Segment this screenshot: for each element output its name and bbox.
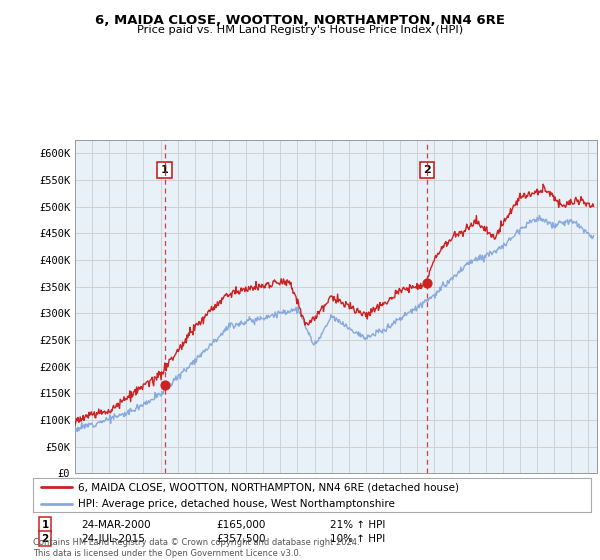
Text: HPI: Average price, detached house, West Northamptonshire: HPI: Average price, detached house, West… bbox=[77, 499, 395, 508]
Text: 6, MAIDA CLOSE, WOOTTON, NORTHAMPTON, NN4 6RE: 6, MAIDA CLOSE, WOOTTON, NORTHAMPTON, NN… bbox=[95, 14, 505, 27]
Text: 2: 2 bbox=[41, 534, 49, 544]
Text: 24-MAR-2000: 24-MAR-2000 bbox=[81, 520, 151, 530]
Text: 10% ↑ HPI: 10% ↑ HPI bbox=[330, 534, 385, 544]
Point bbox=[422, 278, 432, 287]
Text: £357,500: £357,500 bbox=[216, 534, 265, 544]
Text: £165,000: £165,000 bbox=[216, 520, 265, 530]
Text: 2: 2 bbox=[423, 165, 431, 175]
Text: 1: 1 bbox=[161, 165, 169, 175]
Point bbox=[160, 381, 169, 390]
Text: 21% ↑ HPI: 21% ↑ HPI bbox=[330, 520, 385, 530]
Text: Contains HM Land Registry data © Crown copyright and database right 2024.
This d: Contains HM Land Registry data © Crown c… bbox=[33, 538, 359, 558]
Text: 1: 1 bbox=[41, 520, 49, 530]
Text: 6, MAIDA CLOSE, WOOTTON, NORTHAMPTON, NN4 6RE (detached house): 6, MAIDA CLOSE, WOOTTON, NORTHAMPTON, NN… bbox=[77, 482, 458, 492]
Text: 24-JUL-2015: 24-JUL-2015 bbox=[81, 534, 145, 544]
Text: Price paid vs. HM Land Registry's House Price Index (HPI): Price paid vs. HM Land Registry's House … bbox=[137, 25, 463, 35]
